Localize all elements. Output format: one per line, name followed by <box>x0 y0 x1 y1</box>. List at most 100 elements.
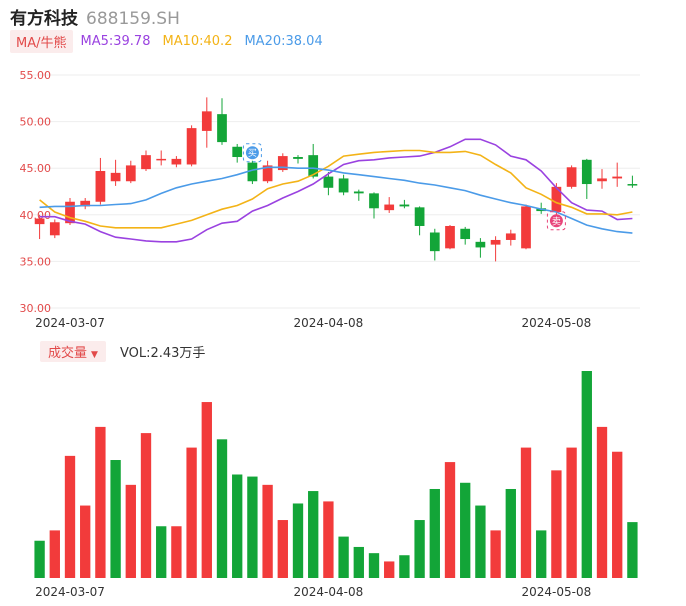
candle-body[interactable] <box>125 165 136 182</box>
ma10-value: MA10:40.2 <box>162 33 233 49</box>
candle-body[interactable] <box>627 184 638 186</box>
candle-body[interactable] <box>353 191 364 194</box>
volume-bar[interactable] <box>353 546 364 578</box>
volume-bar[interactable] <box>201 402 212 578</box>
volume-bar[interactable] <box>444 462 456 578</box>
candle-body[interactable] <box>612 176 623 179</box>
y-tick-label: 35.00 <box>20 255 52 268</box>
candle-body[interactable] <box>566 167 577 187</box>
candle-body[interactable] <box>49 222 60 236</box>
stock-name: 有方科技 <box>10 9 78 29</box>
volume-bar[interactable] <box>399 555 410 578</box>
candle-body[interactable] <box>429 232 440 252</box>
volume-bar[interactable] <box>80 505 91 578</box>
y-tick-label: 55.00 <box>20 69 52 82</box>
candle-body[interactable] <box>95 170 106 202</box>
stock-code: 688159.SH <box>86 9 180 29</box>
volume-bar[interactable] <box>505 488 516 578</box>
candle-body[interactable] <box>186 128 197 165</box>
volume-bar[interactable] <box>308 491 319 578</box>
candle-body[interactable] <box>475 241 486 248</box>
volume-bar[interactable] <box>247 476 258 578</box>
volume-bar[interactable] <box>429 488 440 578</box>
candle-body[interactable] <box>551 186 562 213</box>
candle-body[interactable] <box>505 233 516 240</box>
volume-bar[interactable] <box>262 484 273 578</box>
volume-bar[interactable] <box>156 526 167 578</box>
volume-bar[interactable] <box>368 553 380 578</box>
candle-body[interactable] <box>384 204 395 211</box>
volume-bar[interactable] <box>596 426 608 578</box>
candle-body[interactable] <box>232 146 243 158</box>
x-tick-label: 2024-03-07 <box>35 316 105 330</box>
ma-line-ma20 <box>39 166 633 234</box>
candle-body[interactable] <box>141 155 151 170</box>
ma-indicator-selector[interactable]: MA/牛熊 <box>10 29 73 53</box>
volume-bar[interactable] <box>323 501 334 578</box>
volume-bar[interactable] <box>140 433 152 578</box>
x-tick-label: 2024-05-08 <box>522 585 592 599</box>
sell-marker-label: 卖 <box>552 216 561 227</box>
candle-body[interactable] <box>65 201 75 224</box>
volume-bar[interactable] <box>551 470 562 578</box>
volume-bar[interactable] <box>49 530 60 578</box>
candle-body[interactable] <box>171 158 182 165</box>
volume-bar[interactable] <box>232 474 243 579</box>
candle-body[interactable] <box>110 172 121 182</box>
volume-bar[interactable] <box>612 451 623 578</box>
volume-bar[interactable] <box>110 460 121 578</box>
volume-bar[interactable] <box>414 520 425 578</box>
candle-body[interactable] <box>460 228 471 240</box>
y-tick-label: 45.00 <box>20 162 52 175</box>
volume-bar[interactable] <box>627 522 638 578</box>
x-tick-label: 2024-04-08 <box>294 585 364 599</box>
buy-marker-frame <box>242 143 262 163</box>
candle-body[interactable] <box>277 156 288 171</box>
header: 有方科技 688159.SH <box>10 4 180 29</box>
volume-bar[interactable] <box>475 505 486 578</box>
candle-body[interactable] <box>323 176 334 188</box>
candle-body[interactable] <box>156 158 167 161</box>
candle-body[interactable] <box>293 157 303 159</box>
candle-body[interactable] <box>414 207 425 226</box>
volume-bar[interactable] <box>171 526 182 578</box>
candle-body[interactable] <box>581 159 592 185</box>
candle-body[interactable] <box>597 178 607 182</box>
volume-indicator-selector[interactable]: 成交量 ▼ <box>40 340 106 362</box>
candle-body[interactable] <box>34 218 45 225</box>
volume-bar[interactable] <box>125 484 136 578</box>
volume-bar[interactable] <box>536 530 547 578</box>
volume-bar[interactable] <box>338 536 349 578</box>
volume-bar[interactable] <box>384 561 395 578</box>
volume-bar[interactable] <box>581 371 592 578</box>
candle-body[interactable] <box>247 162 258 182</box>
volume-bar[interactable] <box>520 447 532 578</box>
sell-marker-icon[interactable] <box>549 214 563 228</box>
ma20-value: MA20:38.04 <box>244 33 323 49</box>
candle-body[interactable] <box>490 239 501 245</box>
volume-bar[interactable] <box>34 540 45 578</box>
candle-body[interactable] <box>308 155 319 177</box>
volume-bar[interactable] <box>490 530 501 578</box>
volume-bar[interactable] <box>186 447 197 578</box>
candle-body[interactable] <box>217 114 227 143</box>
candle-body[interactable] <box>369 193 379 209</box>
candle-body[interactable] <box>521 206 531 249</box>
candle-body[interactable] <box>445 225 455 249</box>
buy-marker-icon[interactable] <box>245 146 259 160</box>
candle-body[interactable] <box>262 165 273 182</box>
volume-bar[interactable] <box>277 520 288 578</box>
caret-down-icon: ▼ <box>91 349 98 360</box>
candle-body[interactable] <box>399 204 410 207</box>
candle-body[interactable] <box>338 178 349 193</box>
candle-body[interactable] <box>201 111 212 131</box>
volume-bar[interactable] <box>460 482 471 578</box>
volume-bar[interactable] <box>95 426 106 578</box>
volume-bar[interactable] <box>566 447 577 578</box>
volume-bar[interactable] <box>216 439 228 578</box>
candle-body[interactable] <box>80 200 91 207</box>
volume-legend: 成交量 ▼ VOL:2.43万手 <box>40 340 205 362</box>
volume-bar[interactable] <box>64 455 76 578</box>
volume-bar[interactable] <box>292 503 304 578</box>
